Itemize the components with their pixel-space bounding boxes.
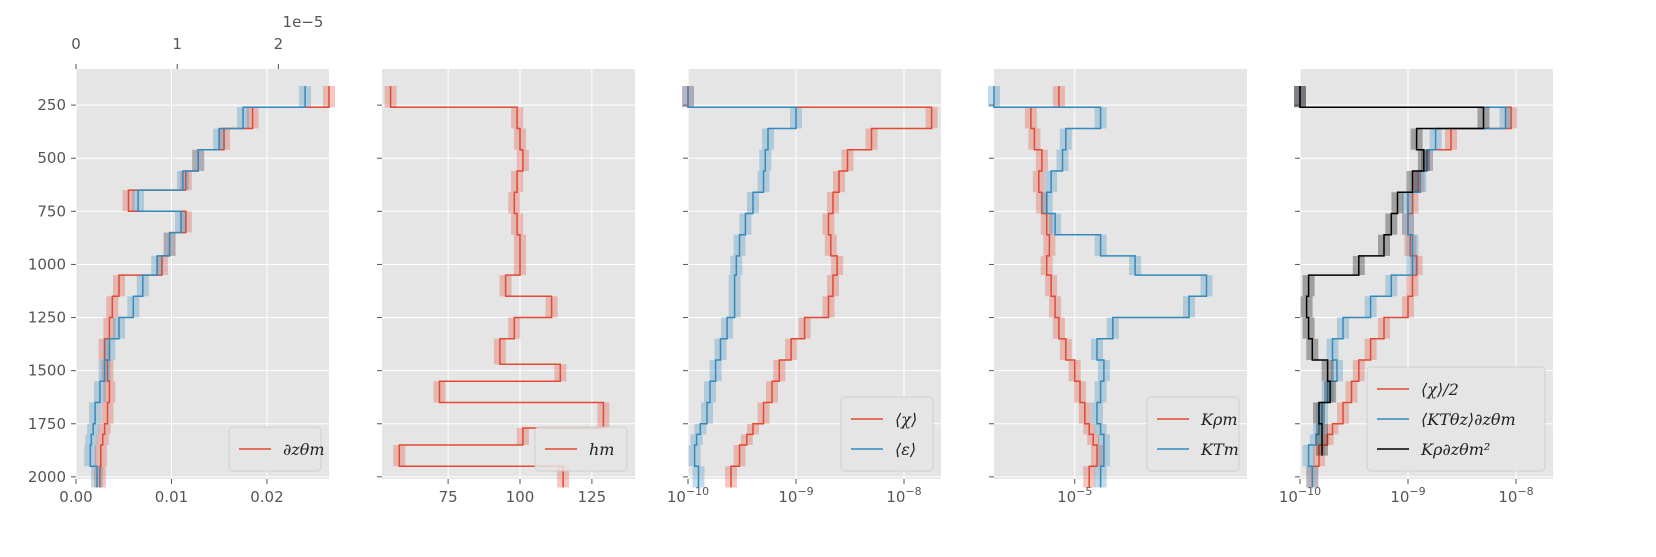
legend: ∂zθm — [228, 426, 325, 472]
x-tick-label: 10−5 — [1057, 485, 1092, 506]
x-tick-label: 10−8 — [1498, 485, 1533, 506]
x-tick-label: 0.02 — [250, 488, 283, 506]
series-line — [1299, 86, 1507, 488]
x-tick-label: 10−9 — [778, 485, 813, 506]
panel-4: 10−5 Kρm KTm — [988, 69, 1247, 506]
x-tick-label: 75 — [439, 488, 458, 506]
series-group — [384, 86, 610, 488]
legend-label: ⟨χ⟩ — [895, 410, 917, 429]
legend-label: ⟨ε⟩ — [895, 440, 916, 459]
y-tick-label: 1750 — [28, 415, 66, 433]
legend: hm — [534, 426, 628, 472]
top-tick-label: 0 — [71, 35, 81, 53]
y-tick-label: 750 — [37, 202, 66, 220]
legend: Kρm KTm — [1146, 396, 1240, 472]
x-tick-exponent: −9 — [1409, 485, 1425, 498]
x-tick-exponent: −5 — [1076, 485, 1092, 498]
legend-label: ⟨χ⟩/2 — [1421, 380, 1459, 399]
legend-label: KTm — [1200, 440, 1239, 459]
y-tick-label: 250 — [37, 96, 66, 114]
legend-label: Kρm — [1200, 410, 1238, 429]
top-tick-label: 2 — [274, 35, 284, 53]
panel-background — [382, 69, 635, 479]
x-tick-label: 10−9 — [1390, 485, 1425, 506]
series-group — [1294, 86, 1512, 488]
legend-label: ∂zθm — [283, 440, 325, 459]
x-tick-exponent: −10 — [686, 485, 709, 498]
top-axis-offset-label: 1e−5 — [283, 13, 324, 31]
series-group — [1024, 86, 1103, 488]
x-tick-label: 100 — [506, 488, 535, 506]
x-tick-label: 10−10 — [667, 485, 709, 506]
x-tick-label: 10−10 — [1279, 485, 1321, 506]
y-tick-label: 1500 — [28, 362, 66, 380]
legend: ⟨χ⟩/2 ⟨KTθz⟩∂zθm Kρ∂zθm² — [1366, 366, 1546, 472]
panel-1: 0.00 0.01 0.02 250 500 750 1000 1250 1500 1750 200… — [28, 13, 335, 506]
x-tick-exponent: −10 — [1298, 485, 1321, 498]
legend-label: ⟨KTθz⟩∂zθm — [1421, 410, 1516, 429]
series-line — [687, 86, 797, 488]
panel-background — [76, 69, 329, 479]
series-group — [84, 86, 312, 488]
legend-box — [1146, 396, 1240, 472]
top-tick-label: 1 — [172, 35, 182, 53]
series-group — [1294, 86, 1490, 456]
legend-box — [534, 426, 628, 472]
panel-3: 10−10 10−9 10−8 ⟨χ⟩ ⟨ε⟩ — [667, 69, 941, 506]
series-line — [687, 86, 933, 488]
y-tick-label: 500 — [37, 149, 66, 167]
legend-label: Kρ∂zθm² — [1420, 440, 1490, 459]
panel-2: 75 100 125 hm — [377, 69, 635, 506]
y-tick-label: 1000 — [28, 255, 66, 273]
series-line — [89, 86, 306, 488]
x-tick-exponent: −8 — [1517, 485, 1533, 498]
y-tick-label: 1250 — [28, 309, 66, 327]
legend-box — [840, 396, 934, 472]
x-tick-label: 10−8 — [886, 485, 921, 506]
panel-5: 10−10 10−9 10−8 ⟨χ⟩/2 ⟨KTθz⟩∂zθm Kρ∂zθm² — [1279, 69, 1553, 506]
series-group — [93, 86, 335, 488]
x-tick-label: 0.01 — [155, 488, 188, 506]
x-tick-exponent: −8 — [905, 485, 921, 498]
legend: ⟨χ⟩ ⟨ε⟩ — [840, 396, 934, 472]
legend-box — [228, 426, 322, 472]
series-group — [988, 86, 1213, 488]
x-tick-exponent: −9 — [797, 485, 813, 498]
legend-box — [1366, 366, 1546, 472]
series-group — [682, 86, 938, 488]
y-tick-label: 2000 — [28, 468, 66, 486]
x-tick-label: 125 — [578, 488, 607, 506]
x-tick-label: 0.00 — [59, 488, 92, 506]
series-group — [682, 86, 802, 488]
series-line — [1030, 86, 1098, 488]
series-line — [1299, 86, 1485, 456]
legend-label: hm — [589, 440, 614, 459]
series-line — [993, 86, 1208, 488]
